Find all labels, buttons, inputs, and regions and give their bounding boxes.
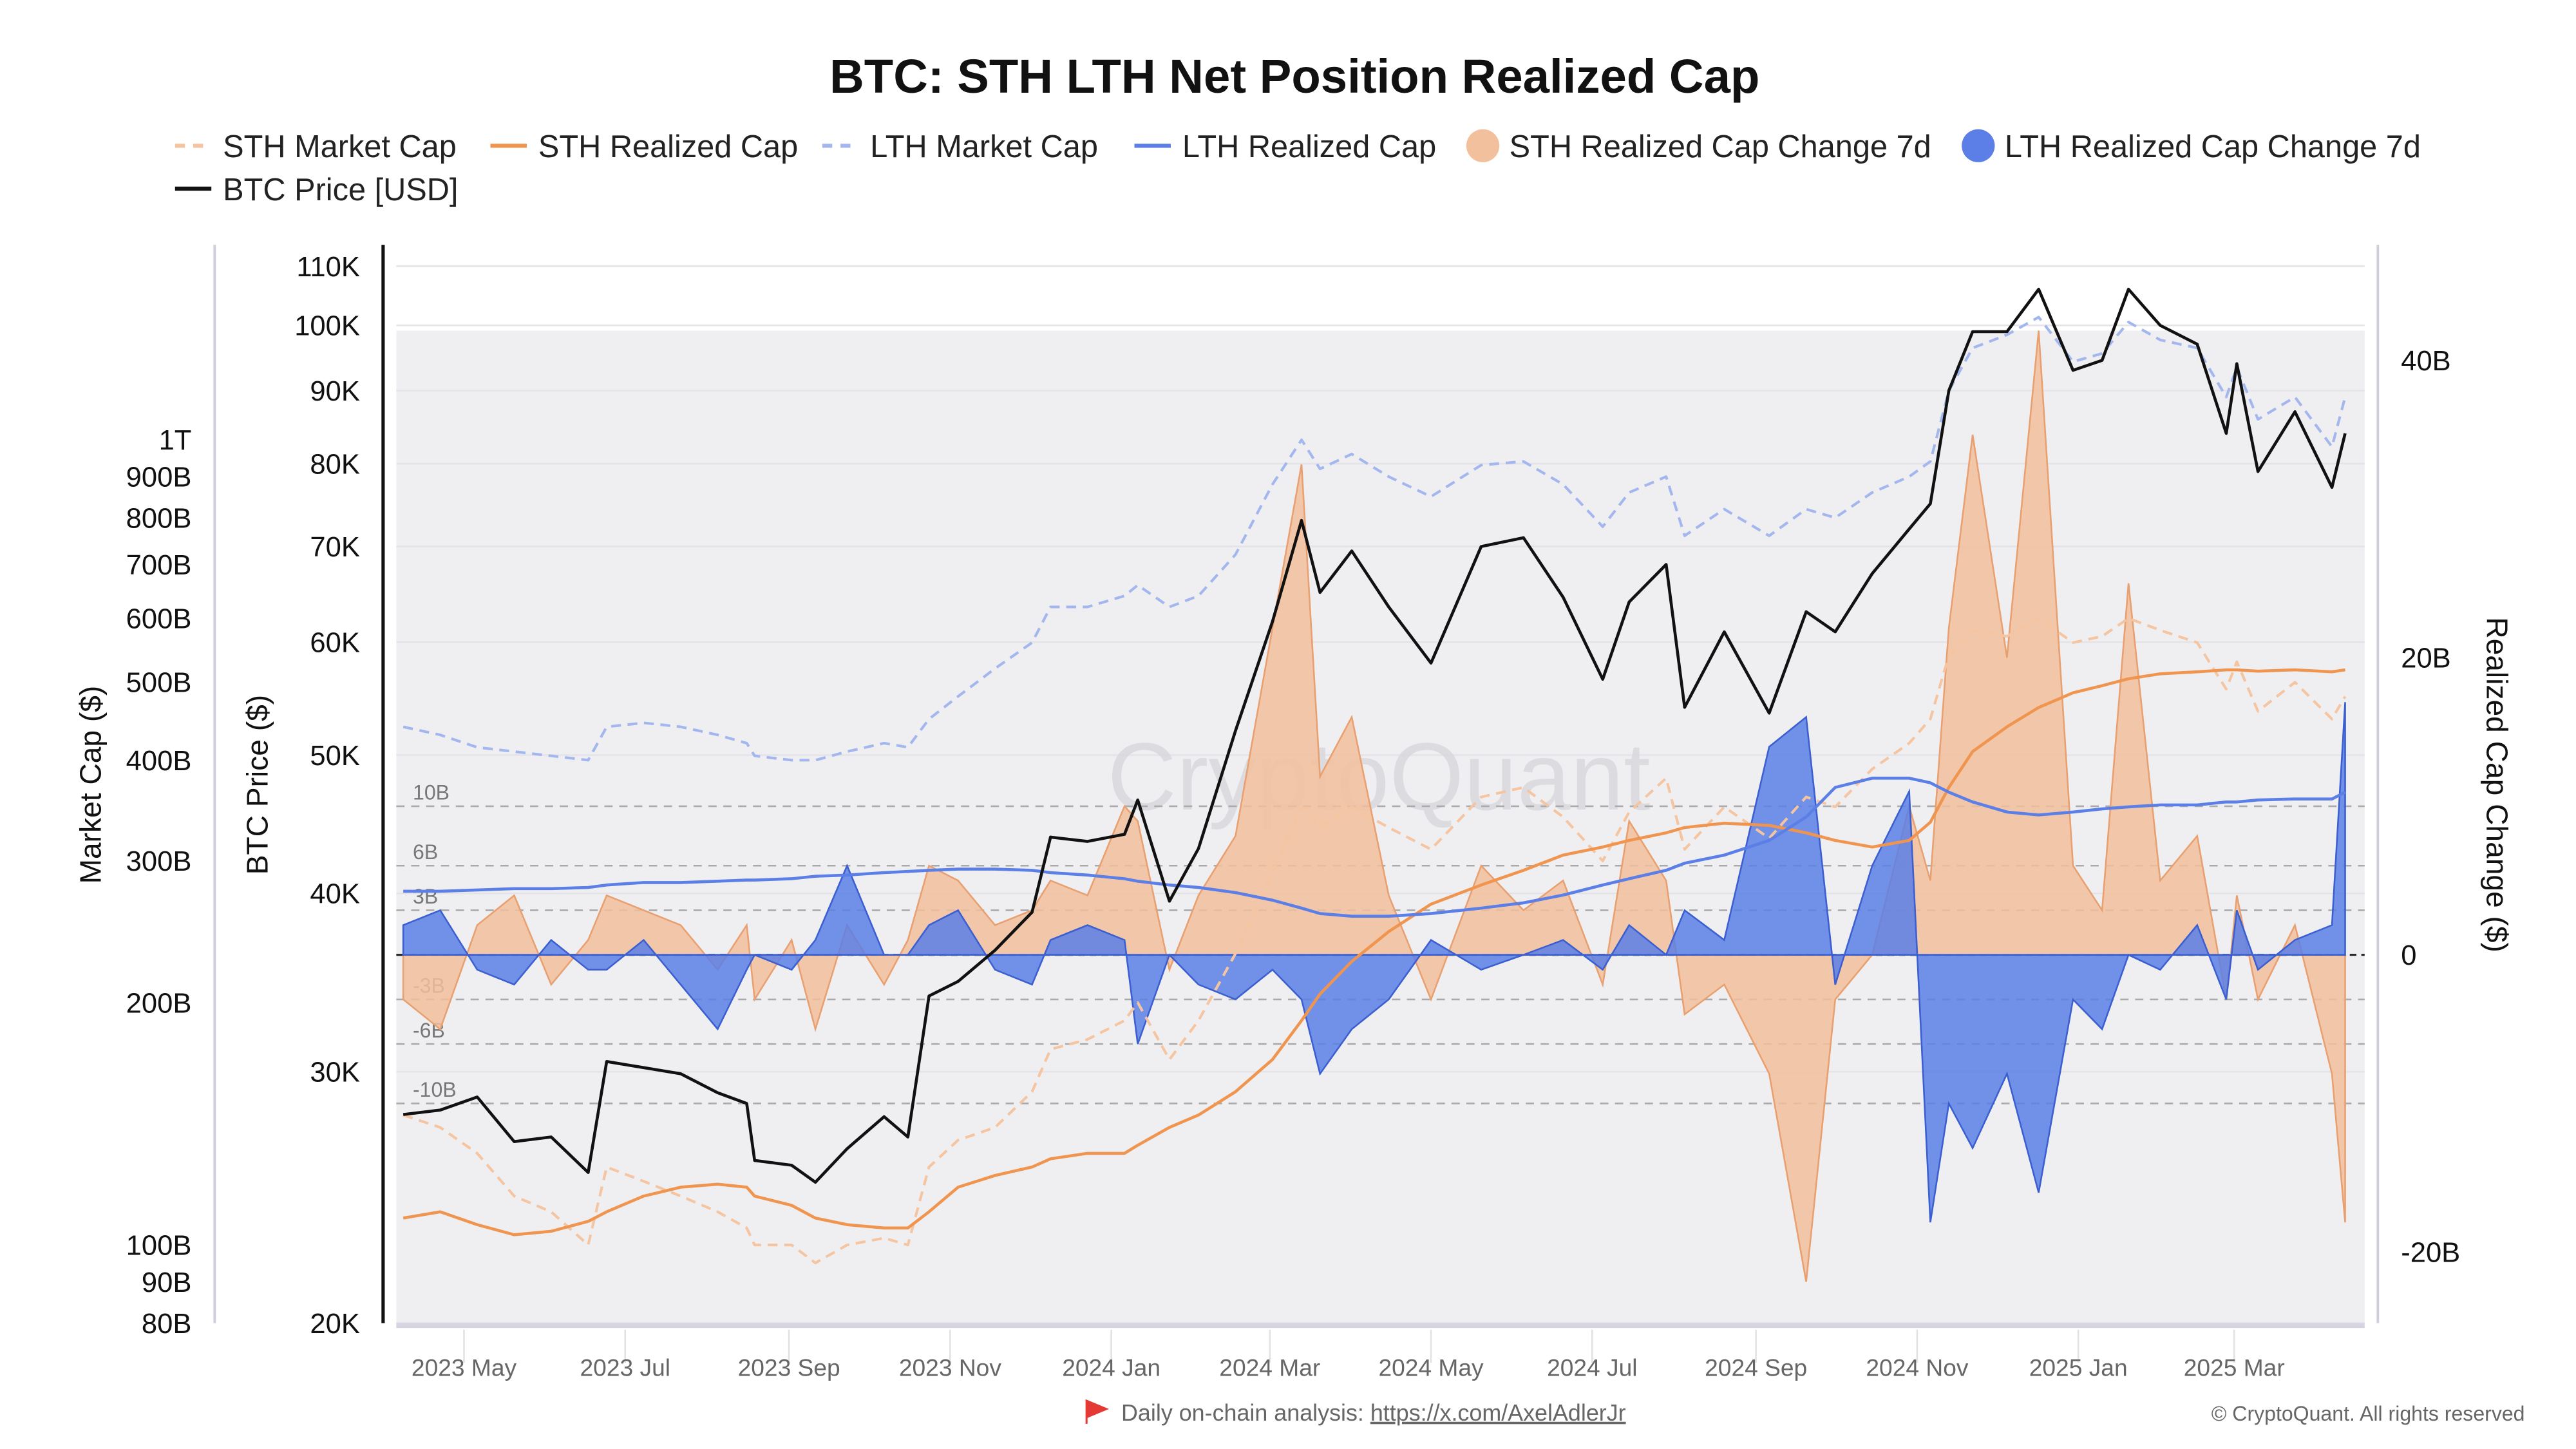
legend-label: LTH Realized Cap Change 7d — [2005, 129, 2421, 164]
change-tick-label: 20B — [2401, 643, 2451, 674]
reference-label: 3B — [413, 885, 438, 908]
legend-swatch — [1466, 129, 1500, 162]
legend-label: STH Realized Cap Change 7d — [1510, 129, 1931, 164]
btc-price-usd--line — [402, 287, 2347, 1184]
axes: 80B 90B 100B 200B 300B 400B 500B 600B 700B 800B 90… — [73, 245, 2514, 1381]
watermark: CryptoQuant — [1107, 723, 1650, 830]
sth-realized-cap-line — [402, 668, 2345, 1236]
legend-item[interactable]: STH Realized Cap Change 7d — [1466, 129, 1931, 165]
x-tick-label: 2023 Sep — [738, 1354, 840, 1381]
x-tick-label: 2024 Nov — [1866, 1354, 1968, 1381]
flag-icon — [1085, 1399, 1109, 1424]
legend-label: BTC Price [USD] — [223, 173, 458, 207]
change-areas — [402, 330, 2346, 1282]
x-tick-label: 2023 Jul — [580, 1354, 670, 1381]
market-cap-tick-label: 100B — [126, 1231, 192, 1262]
legend-label: STH Realized Cap — [538, 129, 798, 164]
market-cap-tick-label: 80B — [142, 1309, 192, 1340]
legend-label: LTH Market Cap — [870, 129, 1098, 164]
lth-realized-cap-line — [403, 777, 2346, 918]
legend: STH Market Cap STH Realized Cap LTH Market… — [175, 129, 2421, 207]
price-tick-label: 60K — [310, 627, 360, 658]
market-cap-axis-title: Market Cap ($) — [73, 686, 107, 884]
footer-note: Daily on-chain analysis: — [1121, 1400, 1370, 1426]
legend-item[interactable]: STH Realized Cap — [490, 129, 799, 164]
reference-label: 10B — [413, 781, 450, 804]
x-tick-label: 2024 Sep — [1705, 1354, 1807, 1381]
copyright: © CryptoQuant. All rights reserved — [2211, 1402, 2525, 1425]
x-axis-line — [396, 1323, 2365, 1329]
x-tick-label: 2024 Jul — [1547, 1354, 1637, 1381]
lth-market-cap-line — [402, 316, 2347, 762]
legend-item[interactable]: LTH Realized Cap — [1134, 129, 1437, 164]
footer: Daily on-chain analysis: https://x.com/A… — [1085, 1399, 2525, 1426]
price-axis-title: BTC Price ($) — [240, 695, 274, 875]
x-tick-label: 2023 Nov — [899, 1354, 1001, 1381]
market-cap-tick-label: 300B — [126, 846, 192, 877]
change-tick-label: -20B — [2401, 1238, 2460, 1269]
market-cap-tick-label: 800B — [126, 503, 192, 534]
price-tick-label: 70K — [310, 532, 360, 563]
x-tick-label: 2025 Mar — [2184, 1354, 2285, 1381]
series-lines — [402, 287, 2347, 1265]
sth-realized-cap-change-7d-area — [402, 330, 2346, 1282]
price-tick-label: 90K — [310, 376, 360, 407]
svg-text:Daily on-chain analysis: https: Daily on-chain analysis: https://x.com/A… — [1121, 1400, 1626, 1426]
change-tick-label: 0 — [2401, 940, 2416, 971]
market-cap-tick-label: 1T — [159, 425, 192, 456]
legend-item[interactable]: LTH Realized Cap Change 7d — [1962, 129, 2421, 165]
price-tick-label: 40K — [310, 879, 360, 910]
legend-item[interactable]: STH Market Cap — [175, 129, 457, 164]
x-tick-label: 2023 May — [412, 1354, 517, 1381]
price-tick-label: 20K — [310, 1309, 360, 1340]
lth-realized-cap-change-7d-area — [402, 702, 2346, 1223]
price-tick-label: 100K — [294, 311, 360, 342]
x-tick-label: 2024 Mar — [1219, 1354, 1320, 1381]
market-cap-tick-label: 200B — [126, 988, 192, 1019]
market-cap-tick-label: 400B — [126, 746, 192, 777]
change-axis-title: Realized Cap Change ($) — [2481, 617, 2514, 952]
x-tick-label: 2025 Jan — [2029, 1354, 2128, 1381]
market-cap-tick-label: 900B — [126, 462, 192, 493]
footer-link[interactable]: https://x.com/AxelAdlerJr — [1370, 1400, 1626, 1426]
reference-label: -10B — [413, 1078, 457, 1101]
legend-swatch — [1962, 129, 1995, 162]
legend-item[interactable]: BTC Price [USD] — [175, 173, 459, 207]
reference-label: 6B — [413, 840, 438, 864]
market-cap-tick-label: 500B — [126, 668, 192, 699]
price-tick-label: 50K — [310, 741, 360, 772]
x-tick-label: 2024 Jan — [1062, 1354, 1160, 1381]
chart-title: BTC: STH LTH Net Position Realized Cap — [829, 50, 1759, 103]
price-tick-label: 80K — [310, 449, 360, 480]
price-tick-label: 110K — [296, 252, 360, 283]
market-cap-tick-label: 700B — [126, 550, 192, 581]
legend-label: LTH Realized Cap — [1182, 129, 1436, 164]
x-tick-label: 2024 May — [1378, 1354, 1484, 1381]
market-cap-tick-label: 90B — [142, 1267, 192, 1298]
sth-market-cap-line — [402, 617, 2347, 1265]
change-tick-label: 40B — [2401, 346, 2451, 377]
legend-item[interactable]: LTH Market Cap — [822, 129, 1098, 164]
market-cap-tick-label: 600B — [126, 604, 192, 635]
legend-label: STH Market Cap — [223, 129, 457, 164]
price-tick-label: 30K — [310, 1057, 360, 1088]
